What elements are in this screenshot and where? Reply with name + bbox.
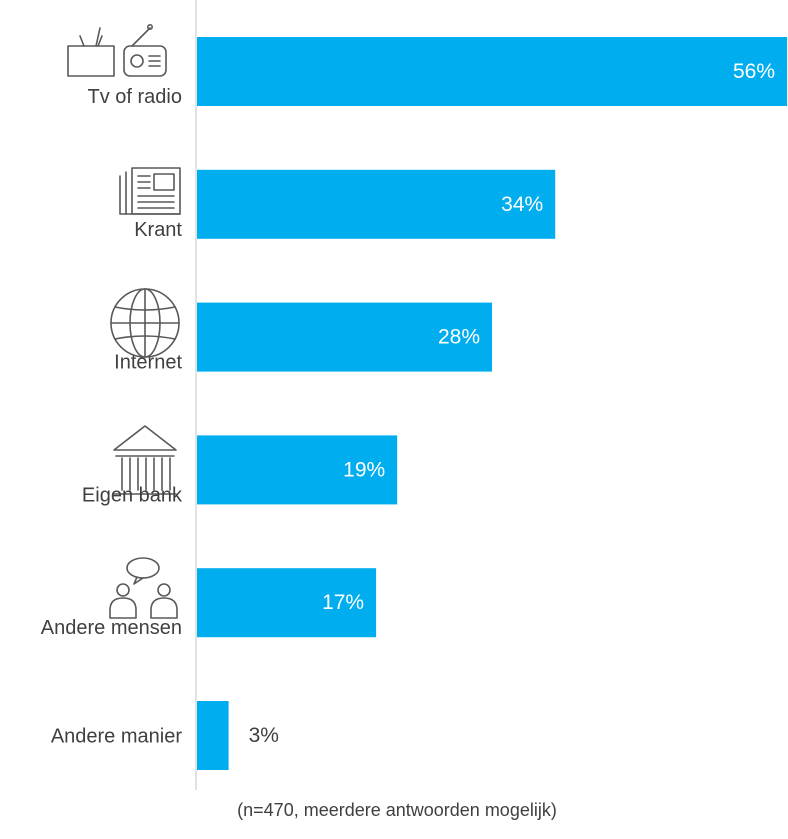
bar-internet xyxy=(197,302,492,372)
category-label: Andere mensen xyxy=(41,617,182,639)
sample-size-footnote: (n=470, meerdere antwoorden mogelijk) xyxy=(0,800,788,821)
value-label: 56% xyxy=(733,60,775,83)
category-label: Andere manier xyxy=(51,726,183,748)
tv-radio-icon xyxy=(67,23,167,77)
value-label: 34% xyxy=(501,193,543,216)
bank-icon xyxy=(113,425,177,495)
value-label: 28% xyxy=(438,326,480,349)
bar-tv-of-radio xyxy=(197,37,787,106)
bar-chart: 56% Tv of radio 34% Krant 28% Internet 19% Eige… xyxy=(41,0,787,790)
newspaper-icon xyxy=(119,167,181,215)
category-label: Internet xyxy=(114,352,182,374)
category-label: Krant xyxy=(134,219,182,241)
category-label: Eigen bank xyxy=(82,484,183,506)
bar-andere-mensen xyxy=(197,568,377,638)
bar-krant xyxy=(197,169,556,239)
globe-icon xyxy=(110,288,180,358)
bar-andere-manier xyxy=(197,701,229,770)
footnote-text: (n=470, meerdere antwoorden mogelijk) xyxy=(237,800,557,820)
value-label: 3% xyxy=(249,724,279,747)
category-label: Tv of radio xyxy=(88,86,182,108)
bar-eigen-bank xyxy=(197,435,398,505)
value-label: 19% xyxy=(343,458,385,481)
value-label: 17% xyxy=(322,591,364,614)
people-talking-icon xyxy=(109,557,178,619)
